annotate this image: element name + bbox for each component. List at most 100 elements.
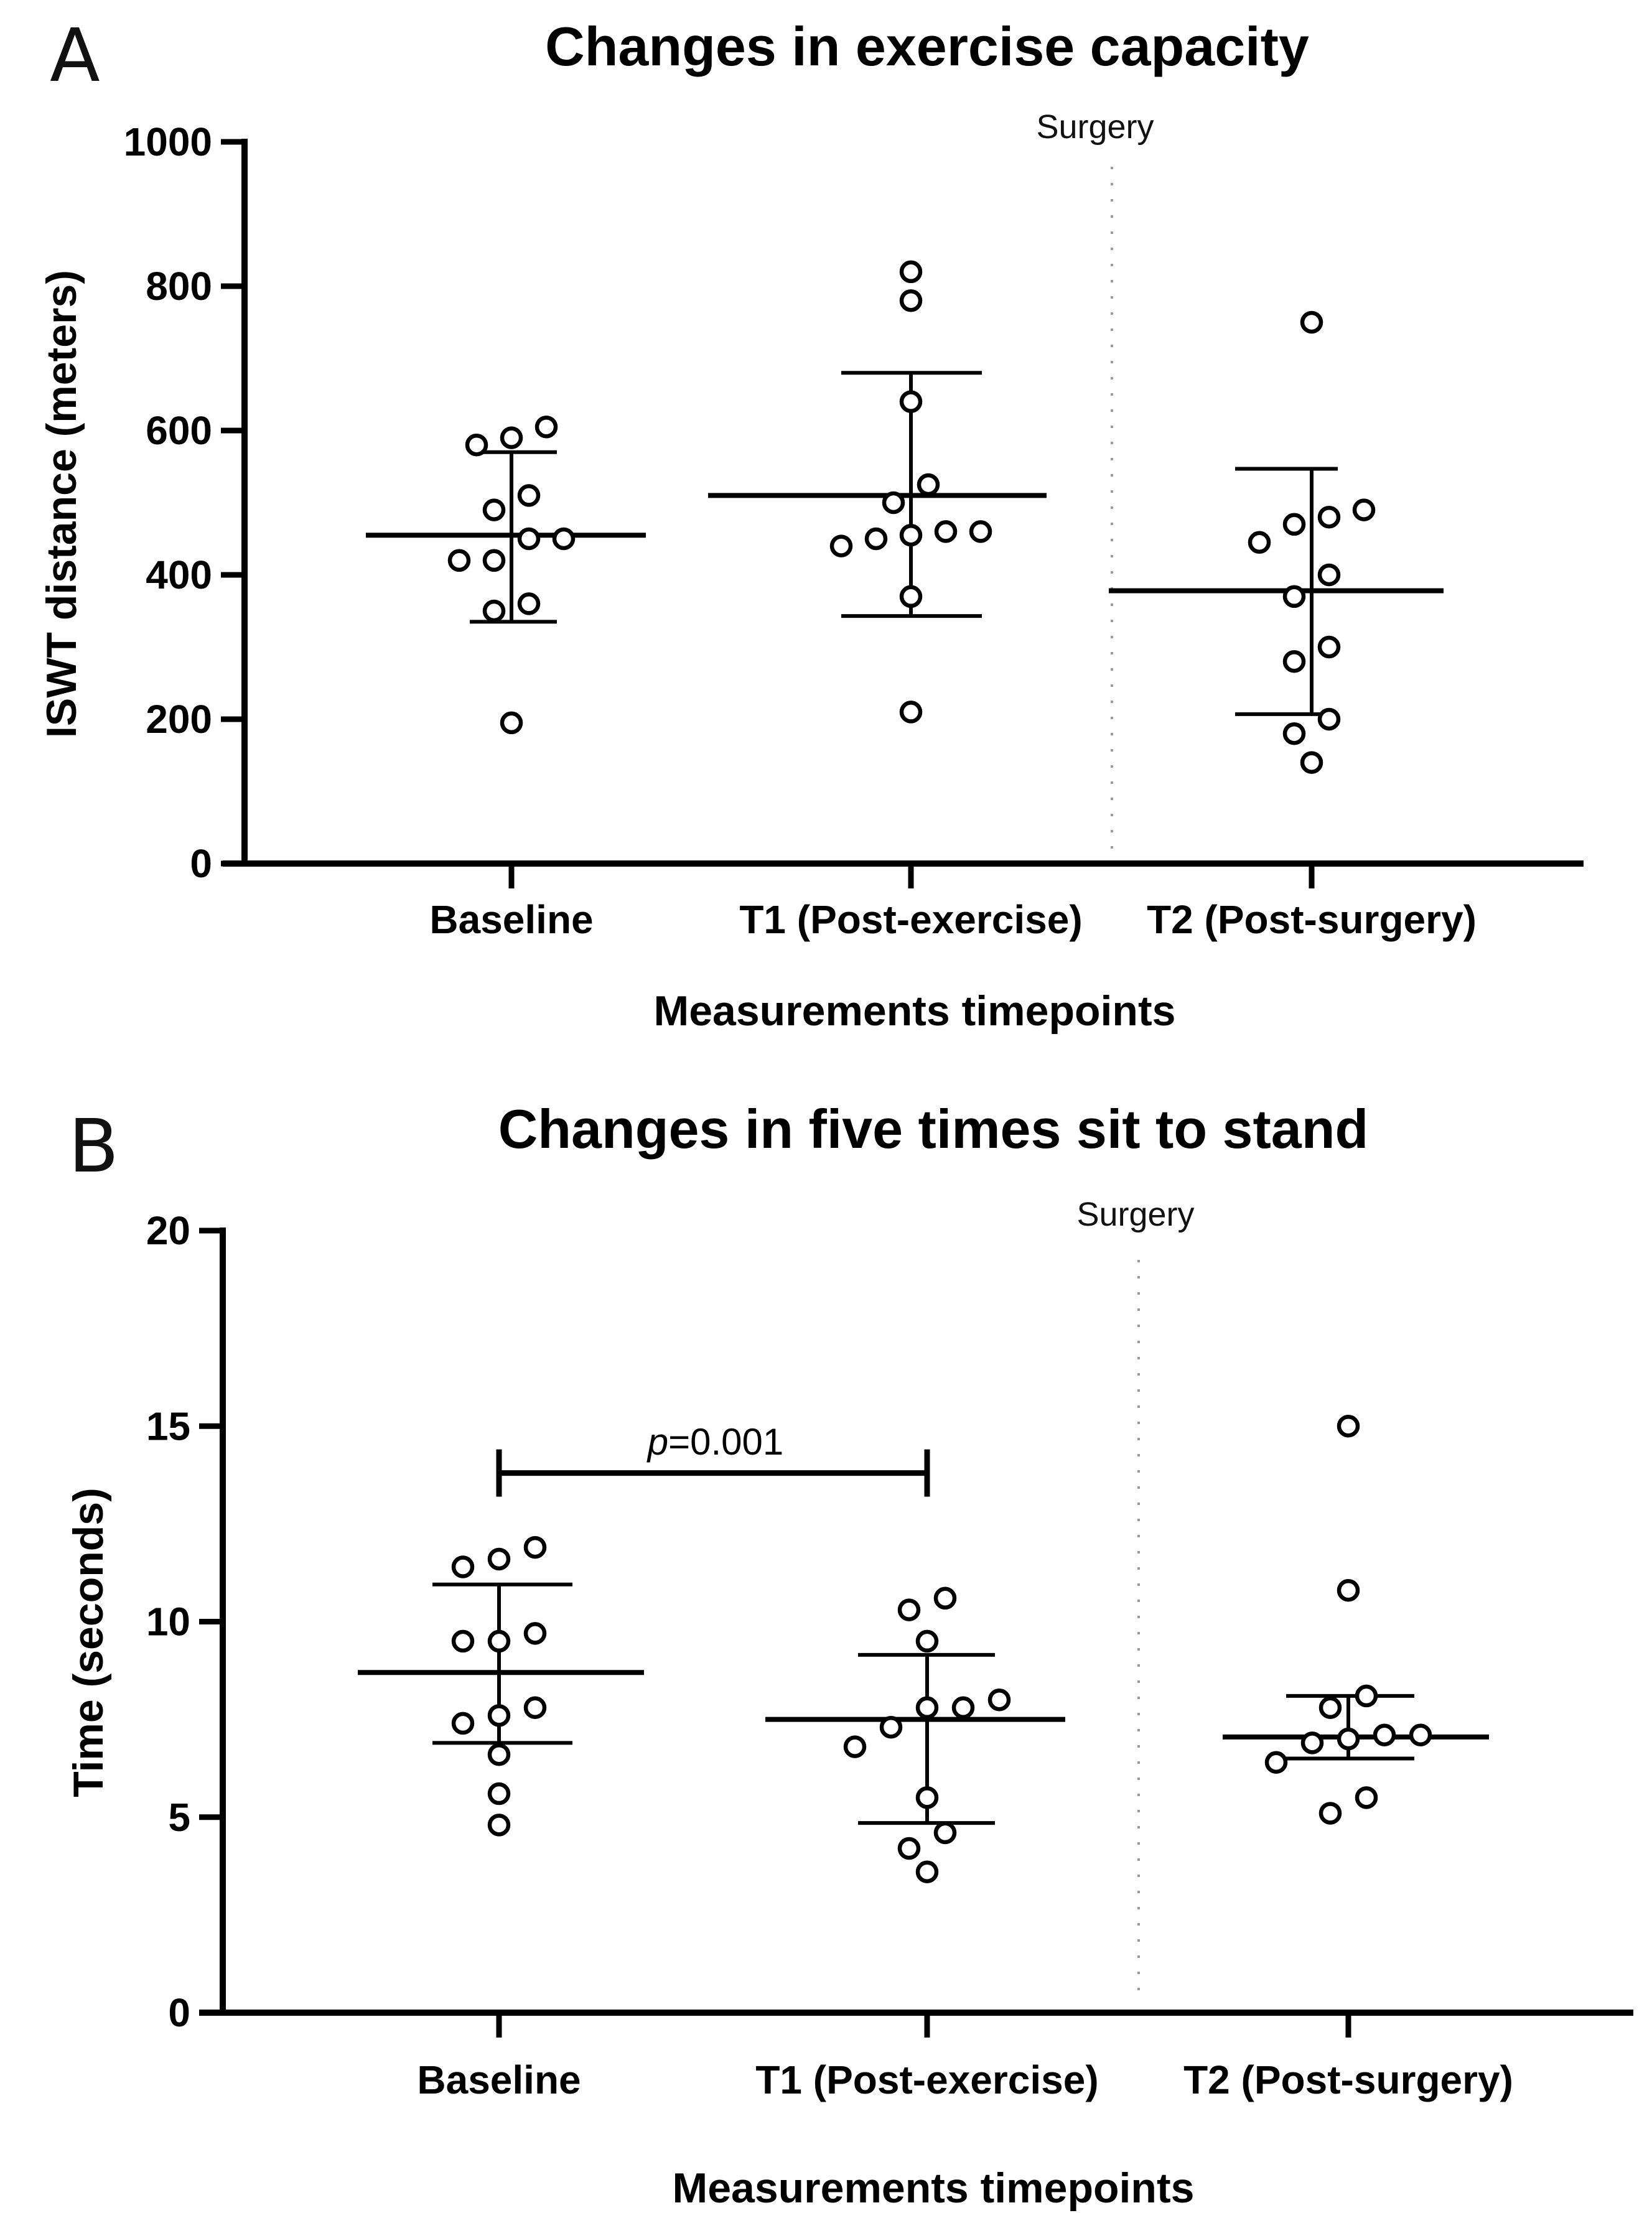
chart-b-point-2-7 [1318, 1696, 1342, 1720]
chart-b-point-0-11 [523, 1535, 547, 1559]
chart-a-point-2-7 [1248, 531, 1271, 554]
chart-b-point-1-11 [933, 1586, 957, 1610]
chart-a-surgery-annotation: Surgery [1036, 108, 1154, 146]
chart-b-point-0-0 [487, 1814, 511, 1837]
chart-b-xtick-label-0: Baseline [417, 2057, 581, 2102]
chart-a-point-1-9 [899, 390, 923, 413]
chart-a-point-0-0 [500, 711, 523, 735]
chart-b-point-1-6 [915, 1696, 939, 1720]
chart-a-point-1-11 [899, 260, 923, 284]
chart-a-point-0-1 [482, 599, 506, 623]
panel-letter-b: B [68, 1103, 119, 1189]
chart-b-point-2-3 [1300, 1731, 1324, 1754]
chart-a-series-1 [708, 260, 1047, 724]
chart-a-point-2-10 [1352, 498, 1376, 521]
chart-b-point-0-3 [451, 1712, 475, 1735]
chart-a-point-1-0 [899, 701, 923, 724]
chart-a-ytick-label-0: 0 [190, 841, 212, 886]
chart-a-point-0-9 [465, 433, 488, 457]
chart-a-point-1-6 [969, 520, 992, 543]
chart-a-xtick-label-1: T1 (Post-exercise) [739, 897, 1082, 942]
chart-b-point-0-4 [487, 1704, 511, 1727]
chart-b-point-2-10 [1337, 1415, 1360, 1438]
chart-b-pvalue-symbol: p [646, 1421, 668, 1463]
chart-b-point-1-3 [915, 1786, 939, 1809]
chart-a-point-2-9 [1317, 505, 1341, 529]
chart-b-point-2-5 [1373, 1723, 1396, 1747]
chart-a-point-2-1 [1282, 722, 1306, 745]
chart-a-series-0 [366, 415, 646, 735]
chart-a-point-0-11 [534, 415, 558, 439]
chart-b-point-2-0 [1318, 1802, 1342, 1825]
chart-b-point-1-2 [933, 1821, 957, 1845]
chart-b-point-1-4 [843, 1735, 867, 1758]
chart-b-plot: 0 5 10 15 20 Baseline T1 (Post-exercise) T2 (Po… [146, 1208, 1633, 2102]
chart-a-point-0-4 [482, 549, 506, 572]
chart-a-point-1-5 [934, 520, 958, 543]
chart-a-point-1-8 [917, 473, 940, 496]
chart-b-ytick-label-1: 5 [168, 1795, 190, 1840]
chart-a-ytick-label-3: 600 [146, 408, 212, 453]
chart-a-point-0-7 [482, 498, 506, 521]
chart-b-xlabel: Measurements timepoints [673, 2164, 1195, 2212]
chart-a-point-2-11 [1300, 310, 1323, 334]
chart-b-point-2-9 [1337, 1578, 1360, 1602]
chart-a-point-0-6 [552, 527, 576, 551]
chart-a-point-0-5 [517, 527, 541, 551]
chart-b-point-2-4 [1337, 1727, 1360, 1751]
chart-b-surgery-annotation: Surgery [1076, 1196, 1194, 1233]
chart-a-point-0-10 [500, 426, 523, 449]
chart-b-point-1-10 [897, 1598, 921, 1621]
chart-a-point-1-3 [864, 527, 888, 551]
chart-a-point-0-3 [447, 549, 471, 572]
chart-b-point-0-6 [451, 1629, 475, 1653]
chart-b-point-1-8 [987, 1688, 1011, 1712]
chart-a-xlabel: Measurements timepoints [654, 987, 1176, 1035]
chart-a-point-0-2 [517, 592, 541, 615]
chart-b-point-1-5 [879, 1715, 903, 1739]
chart-b-ylabel: Time (seconds) [65, 1488, 112, 1797]
chart-a-point-1-4 [899, 523, 923, 547]
chart-b-point-1-7 [951, 1696, 975, 1720]
chart-b-point-2-2 [1264, 1751, 1288, 1774]
chart-a-point-2-2 [1317, 707, 1341, 731]
chart-b-series-2 [1223, 1415, 1489, 1825]
chart-a-xtick-label-2: T2 (Post-surgery) [1147, 897, 1477, 942]
chart-b-title: Changes in five times sit to stand [498, 1098, 1369, 1160]
chart-a-title: Changes in exercise capacity [545, 16, 1309, 77]
chart-a-ytick-label-5: 1000 [124, 119, 212, 164]
chart-a-point-1-1 [899, 585, 923, 608]
chart-b-ytick-label-0: 0 [168, 1990, 190, 2035]
chart-a-point-0-8 [517, 484, 541, 507]
chart-b-series-0 [358, 1535, 644, 1837]
chart-b-pvalue-value: =0.001 [668, 1421, 783, 1463]
chart-b-point-0-1 [487, 1782, 511, 1805]
chart-b-ytick-label-3: 15 [146, 1404, 190, 1448]
chart-b-xtick-label-1: T1 (Post-exercise) [755, 2057, 1098, 2102]
chart-b-point-2-1 [1355, 1786, 1378, 1809]
panel-letter-a: A [50, 12, 100, 98]
chart-b-point-0-8 [523, 1622, 547, 1645]
chart-b-point-1-1 [897, 1837, 921, 1860]
chart-b-xtick-label-2: T2 (Post-surgery) [1183, 2057, 1513, 2102]
chart-b-ytick-label-4: 20 [146, 1208, 190, 1253]
chart-b-series-1 [765, 1586, 1065, 1883]
chart-a-plot: 0 200 400 600 800 1000 Baseline T1 (Post-exerci… [124, 119, 1584, 942]
chart-b-point-1-0 [915, 1860, 939, 1883]
chart-a-point-2-3 [1282, 650, 1306, 673]
chart-a-series-2 [1109, 310, 1444, 774]
chart-a-point-2-6 [1317, 563, 1341, 587]
chart-a-ylabel: ISWT distance (meters) [38, 270, 85, 738]
chart-a-ytick-label-4: 800 [146, 264, 212, 309]
chart-a-point-1-7 [882, 491, 905, 515]
chart-a-point-2-0 [1300, 751, 1323, 774]
chart-b-point-1-9 [915, 1629, 939, 1653]
chart-b-point-0-10 [487, 1547, 511, 1571]
chart-b-point-0-2 [487, 1743, 511, 1766]
chart-b-point-0-9 [451, 1555, 475, 1578]
chart-a-point-1-10 [899, 289, 923, 312]
chart-b-point-0-5 [523, 1696, 547, 1720]
chart-a-ytick-label-2: 400 [146, 552, 212, 597]
chart-b-point-0-7 [487, 1629, 511, 1653]
